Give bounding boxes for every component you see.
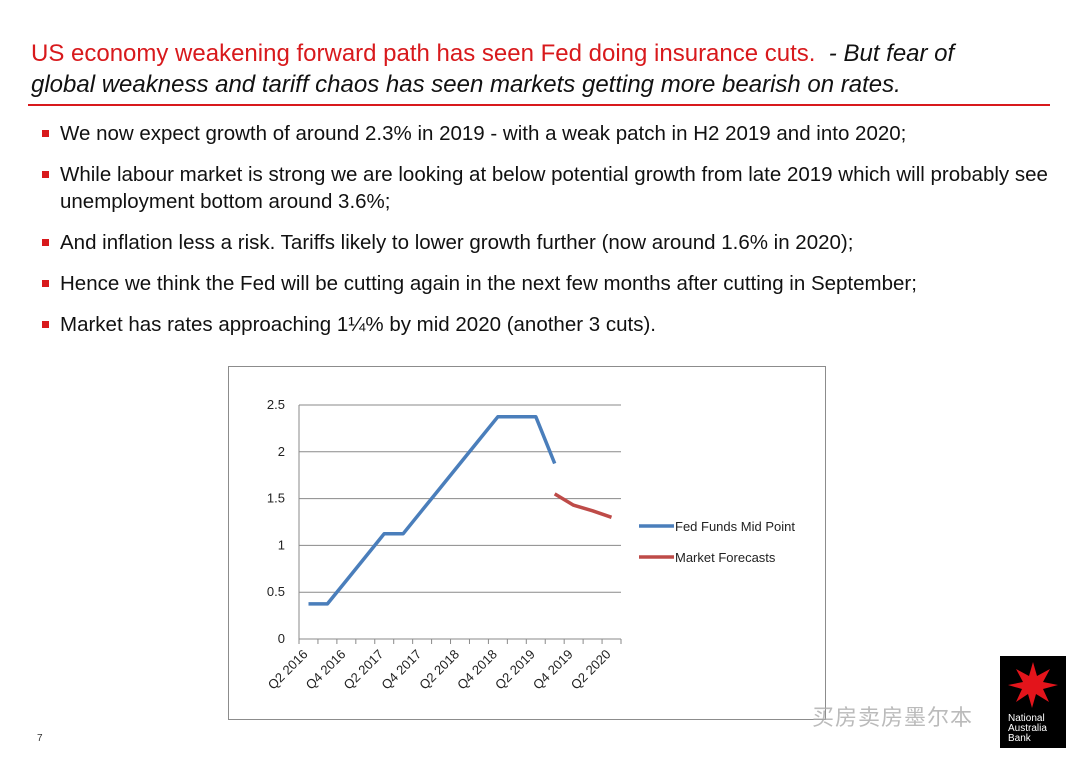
series-line-fed-funds <box>308 414 557 606</box>
nab-logo: National Australia Bank <box>1000 656 1066 748</box>
y-tick-label: 2.5 <box>267 397 285 412</box>
legend-label: Market Forecasts <box>675 550 776 565</box>
title-line-1: US economy weakening forward path has se… <box>31 38 1041 69</box>
x-tick-label: Q2 2016 <box>265 647 311 693</box>
title-divider <box>28 104 1050 106</box>
bullet-item: While labour market is strong we are loo… <box>40 161 1050 215</box>
slide-title: US economy weakening forward path has se… <box>31 38 1041 100</box>
y-tick-label: 0 <box>278 631 285 646</box>
x-tick-label: Q2 2019 <box>492 647 538 693</box>
bullet-item: And inflation less a risk. Tariffs likel… <box>40 229 1050 256</box>
y-tick-label: 1.5 <box>267 491 285 506</box>
x-tick-label: Q2 2020 <box>568 647 614 693</box>
y-tick-label: 0.5 <box>267 584 285 599</box>
bullet-item: We now expect growth of around 2.3% in 2… <box>40 120 1050 147</box>
legend-label: Fed Funds Mid Point <box>675 519 795 534</box>
x-tick-label: Q4 2016 <box>303 647 349 693</box>
x-tick-label: Q2 2018 <box>416 647 462 693</box>
rate-chart: 0 0.5 1 1.5 2 2.5 Q2 2016 Q4 2016 Q2 2017 Q4 2017… <box>228 366 826 720</box>
title-line-2: global weakness and tariff chaos has see… <box>31 71 901 98</box>
x-tick-label: Q4 2017 <box>378 647 424 693</box>
x-tick-label: Q2 2017 <box>340 647 386 693</box>
bullet-item: Hence we think the Fed will be cutting a… <box>40 270 1050 297</box>
x-tick-label: Q4 2019 <box>530 647 576 693</box>
bullet-list: We now expect growth of around 2.3% in 2… <box>40 120 1050 352</box>
watermark: 买房卖房墨尔本 <box>812 705 974 730</box>
y-tick-label: 1 <box>278 537 285 552</box>
star-icon <box>1008 662 1058 708</box>
x-tick-label: Q4 2018 <box>454 647 500 693</box>
logo-text: National Australia Bank <box>1008 713 1047 744</box>
bullet-item: Market has rates approaching 1¼% by mid … <box>40 311 1050 338</box>
page-number: 7 <box>37 733 43 744</box>
title-red-text: US economy weakening forward path has se… <box>31 40 816 67</box>
title-italic-text: - But fear of <box>828 40 955 67</box>
series-line-market-forecasts <box>553 492 613 519</box>
y-tick-label: 2 <box>278 444 285 459</box>
